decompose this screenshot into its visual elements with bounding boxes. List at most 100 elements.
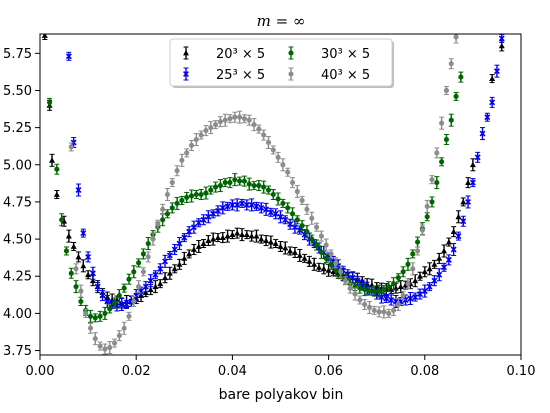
data-point (224, 201, 231, 211)
data-point (258, 202, 265, 214)
data-point (489, 96, 496, 108)
data-point (275, 192, 281, 206)
data-point (469, 178, 476, 188)
x-axis: 0.00 0.02 0.04 0.06 0.08 0.10 (26, 355, 535, 379)
data-point (366, 300, 373, 314)
data-point (258, 234, 265, 244)
data-point (195, 218, 202, 228)
data-point (376, 306, 382, 318)
data-point (54, 163, 60, 175)
data-point (136, 280, 142, 294)
y-tick-label: 4.50 (3, 233, 32, 248)
data-point (224, 229, 231, 243)
data-point (210, 209, 217, 219)
data-point (272, 239, 279, 249)
data-point (160, 203, 166, 215)
chart-title: m = ∞ (257, 12, 306, 30)
data-point (415, 246, 421, 256)
data-point (237, 110, 243, 124)
data-point (116, 289, 122, 303)
data-point (400, 266, 406, 278)
data-point (301, 253, 308, 263)
data-point (306, 255, 313, 267)
data-point (102, 343, 108, 355)
y-axis: 3.75 4.00 4.25 4.50 4.75 5.00 5.25 5.50 5.75 (3, 47, 40, 359)
data-point (131, 265, 137, 279)
data-point (256, 180, 262, 192)
data-point (213, 120, 219, 130)
data-point (112, 297, 118, 309)
data-point (294, 185, 300, 199)
data-point (280, 198, 286, 208)
data-point (97, 341, 103, 351)
data-point (152, 280, 159, 294)
data-point (460, 197, 467, 207)
data-point (118, 297, 125, 311)
data-point (136, 258, 142, 268)
data-point (222, 178, 228, 188)
data-point (261, 129, 267, 141)
data-point (78, 284, 84, 298)
data-point (229, 199, 236, 211)
data-point (429, 196, 435, 208)
data-point (239, 198, 245, 208)
data-point (405, 278, 411, 290)
data-point (296, 248, 303, 262)
data-point (280, 158, 286, 172)
data-point (371, 305, 377, 315)
data-point (479, 127, 486, 141)
data-point (256, 124, 262, 134)
data-point (318, 230, 324, 242)
data-point (184, 148, 190, 158)
data-point (239, 228, 246, 242)
data-point (453, 34, 459, 44)
data-point (107, 304, 113, 314)
data-point (270, 145, 276, 155)
data-point (253, 201, 260, 211)
data-point (200, 214, 207, 226)
data-point (458, 71, 464, 83)
data-point (381, 305, 387, 319)
data-point (171, 243, 178, 255)
data-point (166, 250, 173, 260)
data-point (390, 277, 397, 291)
data-point (92, 332, 98, 346)
data-point (142, 281, 149, 293)
data-point (352, 287, 358, 301)
data-point (261, 180, 267, 194)
data-point (267, 207, 274, 217)
data-point (97, 310, 103, 322)
data-point (282, 215, 289, 225)
data-point (73, 280, 79, 294)
data-point (198, 189, 204, 200)
data-point (431, 275, 438, 287)
data-point (59, 213, 65, 227)
data-point (429, 175, 435, 185)
data-point (304, 225, 310, 239)
data-point (248, 230, 255, 242)
data-point (450, 242, 457, 256)
data-point (395, 273, 401, 283)
data-point (263, 202, 270, 216)
data-point (294, 215, 300, 225)
data-point (426, 262, 433, 276)
data-point (75, 251, 82, 263)
data-point (121, 321, 127, 335)
data-point (383, 294, 390, 304)
data-point (362, 298, 368, 310)
data-point (412, 292, 419, 302)
data-point (366, 286, 373, 296)
data-point (248, 198, 255, 212)
data-point (75, 183, 82, 197)
legend-item: 30³ × 5 (288, 46, 370, 62)
data-point (80, 228, 87, 238)
data-point (314, 239, 320, 251)
data-point (299, 195, 305, 205)
data-point (474, 151, 481, 163)
data-point (395, 297, 401, 311)
data-point (181, 233, 188, 243)
data-point (126, 273, 132, 285)
data-point (53, 190, 60, 199)
data-point (265, 185, 272, 195)
data-point (102, 306, 108, 320)
